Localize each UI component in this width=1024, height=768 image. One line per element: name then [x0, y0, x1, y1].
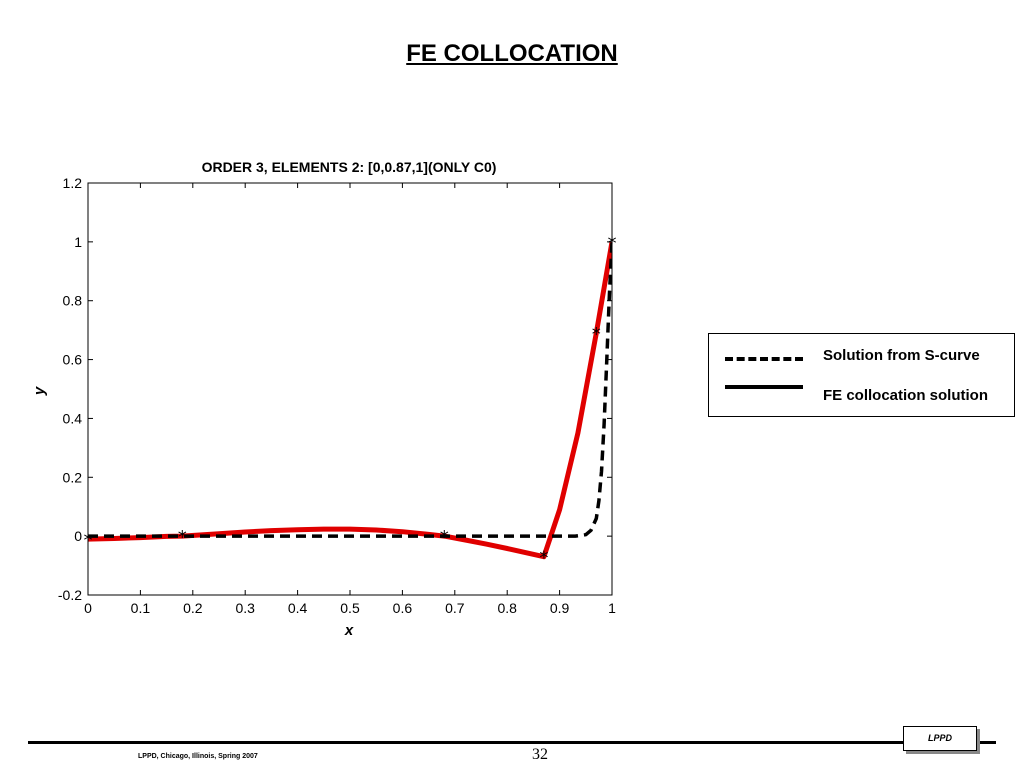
x-tick-label: 0.8: [497, 600, 517, 616]
y-tick-label: 0.2: [63, 469, 83, 485]
x-axis-label: x: [344, 622, 354, 639]
data-point-marker: *: [177, 527, 188, 548]
slide-title: FE COLLOCATION: [406, 40, 618, 67]
plot-frame: [87, 182, 613, 596]
x-tick-label: 1: [608, 600, 616, 616]
x-tick-label: 0.9: [550, 600, 570, 616]
y-tick-label: 0: [74, 528, 82, 544]
chart-title: ORDER 3, ELEMENTS 2: [0,0.87,1](ONLY C0): [202, 159, 497, 175]
legend-label: FE collocation solution: [823, 387, 988, 404]
lppd-logo: LPPD: [903, 726, 977, 751]
y-tick-label: -0.2: [58, 587, 82, 603]
y-tick-label: 0.8: [63, 293, 83, 309]
data-point-marker: *: [591, 324, 602, 345]
page-number: 32: [532, 746, 548, 763]
legend-dashed-line-swatch: [725, 357, 803, 361]
x-tick-label: 0.5: [340, 600, 360, 616]
x-tick-label: 0.7: [445, 600, 465, 616]
fe-collocation-series-line: [88, 241, 612, 560]
x-tick-label: 0.6: [393, 600, 413, 616]
data-point-marker: *: [439, 527, 450, 548]
data-point-marker: *: [538, 548, 549, 569]
x-tick-label: 0.1: [131, 600, 151, 616]
y-tick-label: 0.4: [63, 410, 83, 426]
legend-label: Solution from S-curve: [823, 347, 980, 364]
s-curve-series-line: [88, 241, 612, 538]
legend: Solution from S-curve FE collocation sol…: [708, 333, 1015, 417]
y-tick-label: 0.6: [63, 352, 83, 368]
x-tick-label: 0: [84, 600, 92, 616]
footer-text: LPPD, Chicago, Illinois, Spring 2007: [138, 753, 258, 760]
y-tick-label: 1: [74, 234, 82, 250]
legend-solid-line-swatch: [725, 385, 803, 389]
x-tick-label: 0.3: [235, 600, 255, 616]
y-tick-label: 1.2: [63, 175, 83, 191]
plot-area: * * ****: [83, 233, 618, 569]
x-tick-label: 0.4: [288, 600, 308, 616]
y-axis-label: y: [31, 386, 48, 396]
footer-divider: [28, 741, 996, 744]
x-tick-label: 0.2: [183, 600, 203, 616]
